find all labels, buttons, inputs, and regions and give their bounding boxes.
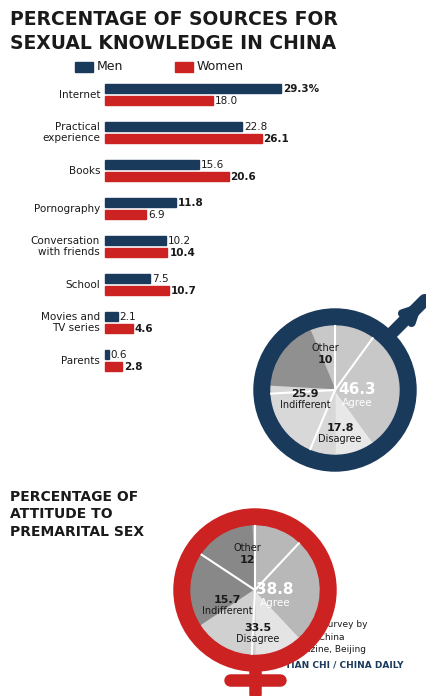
Bar xyxy=(105,312,118,321)
Wedge shape xyxy=(252,526,319,637)
Text: Agree: Agree xyxy=(342,398,372,408)
Text: Disagree: Disagree xyxy=(318,434,362,444)
Wedge shape xyxy=(271,331,335,390)
Text: Pornography: Pornography xyxy=(34,203,100,214)
Text: 2.1: 2.1 xyxy=(120,312,136,322)
Bar xyxy=(105,274,150,283)
Text: TIAN CHI / CHINA DAILY: TIAN CHI / CHINA DAILY xyxy=(285,660,403,669)
Bar xyxy=(105,198,176,207)
Text: 33.5: 33.5 xyxy=(245,623,271,633)
Wedge shape xyxy=(201,590,255,654)
Text: Indifferent: Indifferent xyxy=(201,606,252,616)
Text: Women: Women xyxy=(197,61,244,74)
Bar xyxy=(105,172,229,181)
Text: Other: Other xyxy=(233,543,261,553)
Text: Men: Men xyxy=(97,61,124,74)
Text: Movies and
TV series: Movies and TV series xyxy=(41,312,100,333)
Bar xyxy=(175,62,193,72)
Bar xyxy=(105,324,132,333)
Text: PERCENTAGE OF
ATTITUDE TO
PREMARITAL SEX: PERCENTAGE OF ATTITUDE TO PREMARITAL SEX xyxy=(10,490,144,539)
Text: 15.6: 15.6 xyxy=(201,159,224,170)
Text: 25.9: 25.9 xyxy=(291,389,319,399)
Text: 46.3: 46.3 xyxy=(338,383,376,397)
Text: 4.6: 4.6 xyxy=(135,324,153,333)
Text: Other: Other xyxy=(311,343,339,353)
Text: 7.5: 7.5 xyxy=(152,274,169,283)
Text: Conversation
with friends: Conversation with friends xyxy=(31,236,100,258)
Bar xyxy=(105,236,166,245)
Text: School: School xyxy=(65,280,100,290)
Text: Parents: Parents xyxy=(61,356,100,365)
Text: 11.8: 11.8 xyxy=(178,198,204,207)
Bar xyxy=(105,350,109,359)
Wedge shape xyxy=(310,326,399,442)
Bar xyxy=(105,134,262,143)
Text: 10.7: 10.7 xyxy=(171,285,197,296)
Text: 6.9: 6.9 xyxy=(148,209,165,219)
Bar xyxy=(105,84,281,93)
Bar xyxy=(105,210,147,219)
Text: Disagree: Disagree xyxy=(236,634,280,644)
Text: 0.6: 0.6 xyxy=(111,349,127,360)
Text: SEXUAL KNOWLEDGE IN CHINA: SEXUAL KNOWLEDGE IN CHINA xyxy=(10,34,336,53)
Bar xyxy=(105,362,122,371)
Text: 12: 12 xyxy=(239,555,255,565)
Bar xyxy=(105,248,167,257)
Wedge shape xyxy=(255,590,299,654)
Text: 15.7: 15.7 xyxy=(213,595,241,605)
Text: PERCENTAGE OF SOURCES FOR: PERCENTAGE OF SOURCES FOR xyxy=(10,10,338,29)
Text: 38.8: 38.8 xyxy=(256,583,294,597)
Text: Agree: Agree xyxy=(260,598,290,608)
Bar xyxy=(105,122,242,131)
Text: 10: 10 xyxy=(317,355,333,365)
Text: Books: Books xyxy=(69,166,100,175)
Wedge shape xyxy=(271,386,335,454)
Text: 17.8: 17.8 xyxy=(326,423,354,433)
Text: Source: Survey by
Insight China
magazine, Beijing: Source: Survey by Insight China magazine… xyxy=(285,620,368,654)
Text: 2.8: 2.8 xyxy=(124,361,142,372)
Text: Internet: Internet xyxy=(58,90,100,100)
Text: 22.8: 22.8 xyxy=(244,122,267,132)
Wedge shape xyxy=(191,526,255,625)
Bar xyxy=(75,62,93,72)
Text: 18.0: 18.0 xyxy=(215,95,238,106)
Text: 20.6: 20.6 xyxy=(230,171,256,182)
Text: 10.4: 10.4 xyxy=(170,248,195,258)
Bar xyxy=(105,160,199,169)
Text: 29.3%: 29.3% xyxy=(283,84,319,93)
Bar xyxy=(105,96,213,105)
Text: 10.2: 10.2 xyxy=(168,235,191,246)
Text: 26.1: 26.1 xyxy=(264,134,289,143)
Bar xyxy=(105,286,169,295)
Wedge shape xyxy=(335,390,373,454)
Text: Indifferent: Indifferent xyxy=(280,400,330,410)
Text: Practical
experience: Practical experience xyxy=(42,122,100,143)
